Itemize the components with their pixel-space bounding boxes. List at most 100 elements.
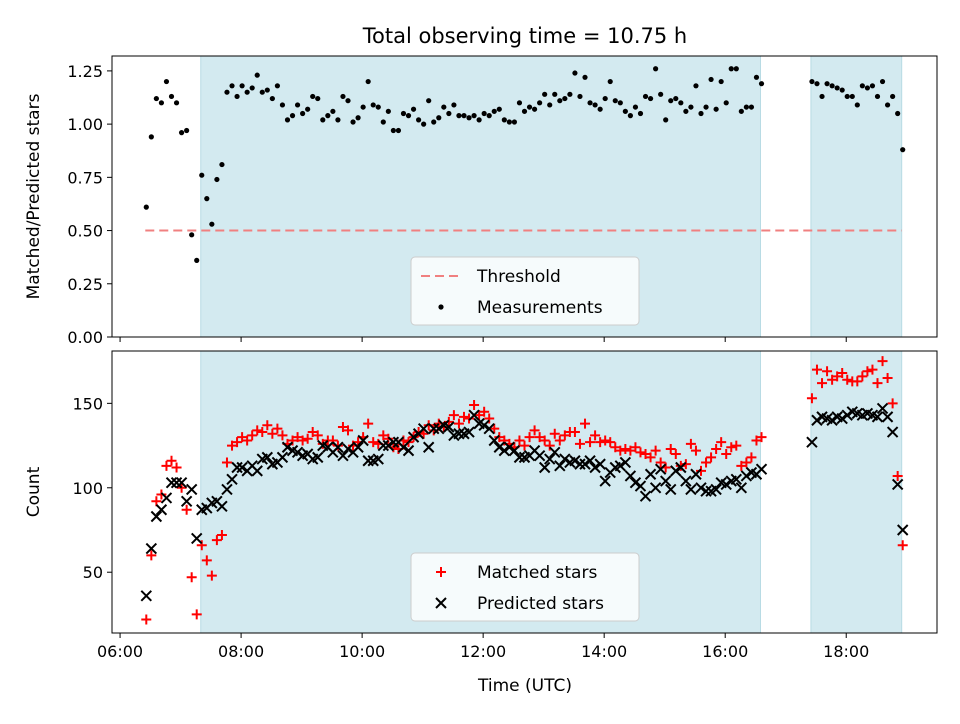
data-point [274,83,281,89]
data-point [453,428,465,440]
data-point [291,446,304,459]
data-point [690,445,701,456]
data-point [400,110,407,117]
data-point [289,113,296,119]
data-point [524,432,535,443]
data-point [659,475,672,487]
data-point [458,411,469,422]
data-point [262,420,273,431]
data-point [562,95,568,102]
data-point [170,477,183,489]
data-point [806,393,817,404]
data-point [297,435,308,446]
data-point [380,119,386,125]
data-point [155,504,168,516]
data-point [756,432,767,443]
data-point [387,436,400,448]
data-point [595,437,606,448]
data-point [584,455,596,467]
data-point [827,374,838,385]
data-point [161,460,172,471]
legend-swatch [435,597,447,609]
data-point [599,475,611,487]
data-point [365,78,371,85]
data-point [640,449,651,460]
data-point [639,490,652,502]
data-point [539,435,550,446]
data-point [577,93,583,100]
data-point [886,426,899,438]
data-point [617,100,623,106]
data-point [625,445,636,456]
data-point [145,542,158,555]
data-point [287,435,298,446]
data-point [345,98,351,104]
data-point [249,85,255,91]
data-point [610,442,621,453]
data-point [206,570,217,581]
data-point [511,119,518,125]
data-point [758,81,765,87]
data-point [413,427,424,438]
data-point [612,98,618,104]
x-tick-label: 06:00 [97,642,143,661]
data-point [605,437,616,448]
data-point [494,432,505,443]
data-point [163,78,170,85]
data-point [189,232,195,238]
data-point [897,524,909,536]
data-point [395,127,402,134]
data-point [590,430,601,441]
data-point [574,438,585,449]
data-point [227,440,238,451]
data-point [887,398,898,409]
data-point [685,483,697,496]
data-point [481,110,487,117]
series-measurements [143,66,906,263]
data-point [650,445,661,456]
data-point [743,104,749,110]
data-point [559,430,570,441]
data-point [340,93,346,100]
data-point [837,367,848,378]
data-point [284,117,291,123]
data-point [216,500,228,513]
data-point [191,532,203,545]
data-point [859,83,865,89]
data-point [199,172,205,178]
data-point [678,100,684,106]
y-tick-label: 0.75 [67,168,103,187]
y-tick-label: 100 [72,479,103,498]
data-point [471,113,477,119]
data-point [647,95,654,102]
data-point [382,439,395,452]
data-point [733,66,739,72]
data-point [876,402,889,415]
data-point [554,460,566,472]
data-point [826,414,838,426]
data-point [832,371,843,382]
data-point [370,102,376,108]
data-point [337,449,349,462]
data-point [483,422,495,435]
data-point [881,411,894,423]
data-point [501,117,507,123]
data-point [441,104,447,110]
data-point [627,113,633,119]
data-point [872,378,883,389]
y-tick-label: 0.50 [67,222,103,241]
plot-frame [111,55,938,338]
data-point [276,451,289,464]
data-point [685,438,696,449]
data-point [534,432,545,443]
data-point [479,406,490,417]
data-point [315,95,321,102]
legend-label: Predicted stars [477,594,604,614]
data-point [148,134,154,140]
data-point [683,108,689,114]
data-point [582,74,588,80]
data-point [156,489,167,500]
data-point [327,435,338,446]
data-point [635,447,646,458]
